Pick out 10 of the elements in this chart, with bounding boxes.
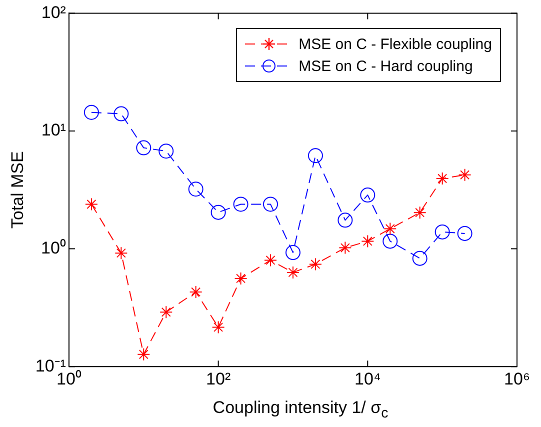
y-tick-label: 10² (41, 2, 66, 22)
y-tick-label: 10⁰ (41, 238, 66, 258)
x-tick-label: 10² (206, 369, 231, 388)
legend-label: MSE on C - Hard coupling (298, 58, 473, 74)
x-axis-title: Coupling intensity 1/ σ$_{c}$ (212, 398, 390, 421)
legend-label: MSE on C - Flexible coupling (298, 36, 492, 52)
x-tick-label: 10⁴ (354, 369, 381, 388)
y-tick-label: 10¹ (41, 120, 66, 140)
y-axis-title: Total MSE (8, 151, 27, 229)
x-tick-label: 10⁶ (504, 369, 530, 388)
